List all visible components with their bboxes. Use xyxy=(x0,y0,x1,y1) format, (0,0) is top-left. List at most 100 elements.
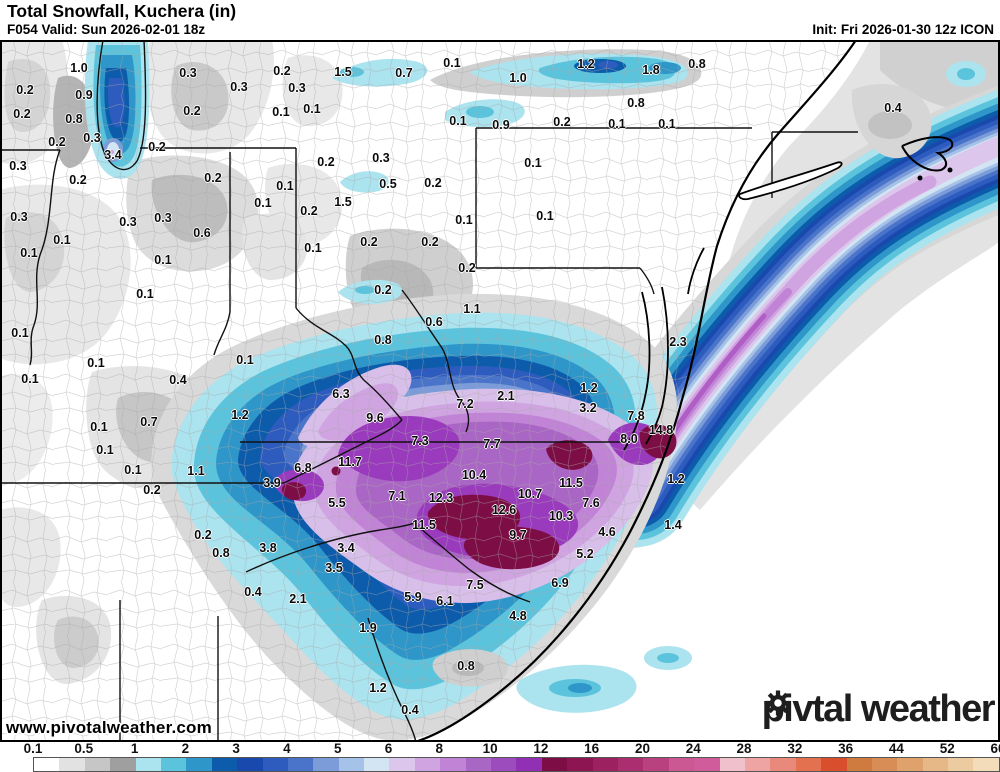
colorbar-tick: 32 xyxy=(787,741,803,756)
map-value-label: 0.1 xyxy=(658,116,676,131)
colorbar-segment xyxy=(440,758,466,771)
map-value-label: 7.3 xyxy=(411,433,429,448)
map-value-label: 0.1 xyxy=(154,252,172,267)
colorbar-segment xyxy=(84,758,111,771)
colorbar-segment xyxy=(389,758,415,771)
map-value-label: 0.8 xyxy=(212,545,230,560)
map-value-label: 0.1 xyxy=(124,462,142,477)
map-value-label: 0.6 xyxy=(193,225,211,240)
map-value-label: 0.1 xyxy=(443,55,461,70)
colorbar-tick: 16 xyxy=(584,741,600,756)
map-value-label: 0.4 xyxy=(169,372,187,387)
map-value-label: 1.2 xyxy=(667,471,685,486)
map-value-label: 5.5 xyxy=(328,495,346,510)
map-value-label: 0.7 xyxy=(140,414,158,429)
colorbar-segment xyxy=(897,758,923,771)
map-value-label: 9.7 xyxy=(509,527,527,542)
map-value-label: 1.2 xyxy=(580,380,598,395)
colorbar-segment xyxy=(287,758,314,771)
colorbar-segment xyxy=(313,758,339,771)
map-value-label: 0.4 xyxy=(884,100,902,115)
colorbar-tick: 12 xyxy=(533,741,549,756)
map-value-label: 4.8 xyxy=(509,608,527,623)
map-value-label: 6.8 xyxy=(294,460,312,475)
map-value-label: 0.2 xyxy=(13,106,31,121)
map-value-label: 7.2 xyxy=(456,396,474,411)
map-value-label: 0.3 xyxy=(9,158,27,173)
state-borders xyxy=(0,40,858,742)
map-value-label: 0.8 xyxy=(374,332,392,347)
colorbar-tick: 6 xyxy=(384,741,393,756)
map-value-label: 0.7 xyxy=(395,65,413,80)
colorbar-segment xyxy=(770,758,796,771)
map-value-label: 1.8 xyxy=(642,62,660,77)
map-value-label: 0.2 xyxy=(204,170,222,185)
logo-text-post: tal weather xyxy=(811,688,996,730)
map-value-label: 7.8 xyxy=(627,408,645,423)
map-value-label: 0.1 xyxy=(20,245,38,260)
map-value-label: 0.2 xyxy=(317,154,335,169)
init-time-label: Init: Fri 2026-01-30 12z ICON xyxy=(812,22,994,37)
map-value-label: 0.2 xyxy=(143,482,161,497)
map-value-label: 4.6 xyxy=(598,524,616,539)
colorbar-segment xyxy=(871,758,898,771)
colorbar-segment xyxy=(135,758,161,771)
map-value-label: 0.1 xyxy=(21,371,39,386)
map-value-label: 0.1 xyxy=(524,155,542,170)
colorbar-segment xyxy=(567,758,593,771)
colorbar-segment xyxy=(795,758,822,771)
map-value-label: 0.1 xyxy=(11,325,29,340)
map-frame xyxy=(0,40,1000,742)
pivotal-weather-logo: piv tal weather xyxy=(762,688,996,731)
map-value-label: 0.1 xyxy=(53,232,71,247)
colorbar-tick: 0.5 xyxy=(74,741,94,756)
map-value-label: 6.1 xyxy=(436,593,454,608)
map-value-label: 0.2 xyxy=(48,134,66,149)
map-value-label: 0.2 xyxy=(553,114,571,129)
map-value-label: 12.3 xyxy=(428,490,454,505)
colorbar-tick: 20 xyxy=(634,741,650,756)
colorbar-segment xyxy=(211,758,238,771)
colorbar-segment xyxy=(541,758,568,771)
page-title: Total Snowfall, Kuchera (in) xyxy=(7,1,237,21)
map-value-label: 0.3 xyxy=(179,65,197,80)
map-value-label: 0.4 xyxy=(244,584,262,599)
map-value-label: 0.1 xyxy=(272,104,290,119)
map-value-label: 1.4 xyxy=(664,517,682,532)
colorbar xyxy=(33,757,1000,772)
map-value-label: 0.1 xyxy=(136,286,154,301)
snowfall-map: 1.0 0.2 0.9 0.2 0.8 0.3 0.3 0.2 0.3 0.2 0.1 0.1 0.2 0… xyxy=(0,40,1000,742)
map-value-label: 0.1 xyxy=(90,419,108,434)
map-value-label: 0.3 xyxy=(288,80,306,95)
map-value-label: 5.2 xyxy=(576,546,594,561)
map-value-label: 0.2 xyxy=(16,82,34,97)
map-value-label: 0.9 xyxy=(492,117,510,132)
colorbar-segment xyxy=(948,758,974,771)
map-value-label: 6.9 xyxy=(551,575,569,590)
map-value-label: 0.5 xyxy=(379,176,397,191)
map-value-label: 0.3 xyxy=(154,210,172,225)
colorbar-segment xyxy=(821,758,847,771)
colorbar-segment xyxy=(516,758,542,771)
map-value-label: 0.3 xyxy=(372,150,390,165)
map-value-label: 0.1 xyxy=(276,178,294,193)
map-value-label: 0.2 xyxy=(183,103,201,118)
colorbar-tick: 24 xyxy=(685,741,701,756)
map-value-label: 0.1 xyxy=(455,212,473,227)
gear-icon xyxy=(765,690,791,716)
colorbar-segment xyxy=(110,758,136,771)
colorbar-segment xyxy=(592,758,618,771)
map-value-label: 7.7 xyxy=(483,436,501,451)
map-value-label: 1.2 xyxy=(231,407,249,422)
snowfall-value-labels: 1.0 0.2 0.9 0.2 0.8 0.3 0.3 0.2 0.3 0.2 0.1 0.1 0.2 0… xyxy=(0,40,1000,742)
watermark-url: www.pivotalweather.com xyxy=(6,718,212,737)
colorbar-tick-labels: 0.10.512345681012162024283236445260 xyxy=(0,741,1000,757)
colorbar-tick: 5 xyxy=(333,741,342,756)
colorbar-tick: 8 xyxy=(435,741,444,756)
map-value-label: 1.5 xyxy=(334,194,352,209)
map-value-label: 0.1 xyxy=(304,240,322,255)
map-value-label: 10.4 xyxy=(461,467,487,482)
map-value-label: 0.1 xyxy=(236,352,254,367)
colorbar-segment xyxy=(262,758,288,771)
